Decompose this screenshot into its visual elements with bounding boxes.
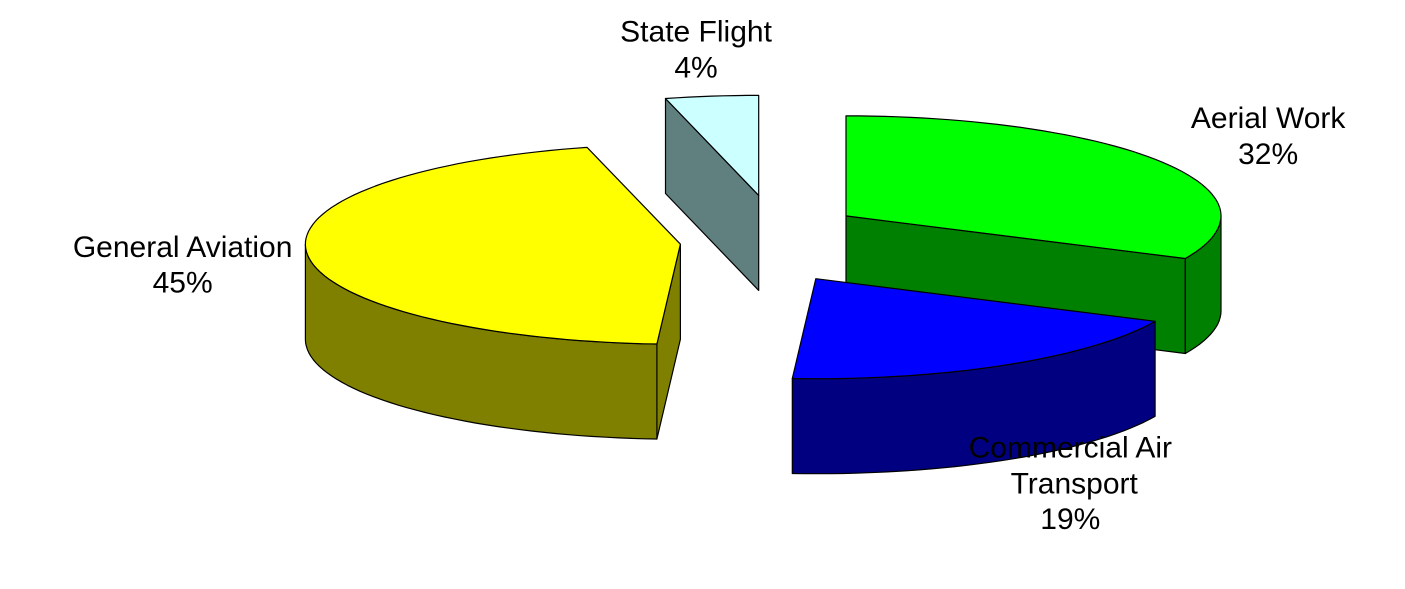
- slice-value-label: 4%: [674, 51, 717, 84]
- slice: [664, 94, 760, 196]
- slice-label: State Flight: [620, 15, 772, 48]
- slice-label-line: General Aviation: [73, 231, 293, 264]
- slice-label-line: Aerial Work: [1191, 102, 1346, 135]
- slice-value-label: 32%: [1238, 138, 1298, 171]
- slice-label: Aerial Work: [1191, 102, 1346, 135]
- slice-value-label: 19%: [1040, 503, 1100, 536]
- slice-label: Commercial Air Transport: [969, 431, 1172, 500]
- slice-label-line: Transport: [1003, 467, 1139, 500]
- slice: [304, 146, 681, 345]
- slice: [845, 115, 1222, 260]
- slice-label-line: State Flight: [620, 15, 772, 48]
- slice-value-label: 45%: [153, 267, 213, 300]
- slice-label: General Aviation: [73, 231, 293, 264]
- slice-label-line: Commercial Air: [969, 431, 1172, 464]
- slice: [791, 278, 1156, 380]
